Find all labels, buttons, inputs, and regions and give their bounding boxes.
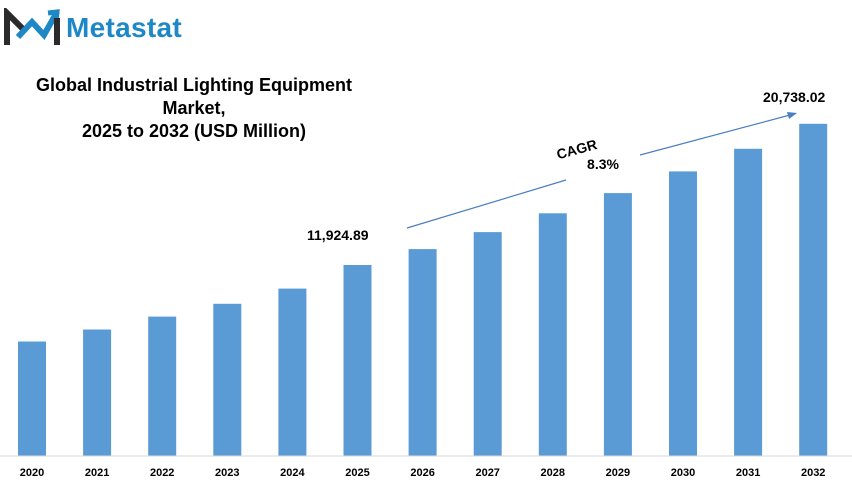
bar-2029 [603,193,632,456]
cagr-value-label: 8.3% [587,156,619,172]
bar-2023 [213,303,242,456]
bar-2031 [734,148,763,457]
x-tick-label-2025: 2025 [345,467,369,479]
bars-group [18,123,828,457]
bar-2020 [18,341,46,456]
x-tick-labels: 2020 2021 2022 2023 2024 2025 2026 2027 2028 2029… [20,467,826,479]
x-tick-label-2028: 2028 [541,467,565,479]
bar-2026 [408,249,437,456]
x-tick-label-2026: 2026 [410,467,434,479]
start-value-label: 11,924.89 [307,227,369,243]
cagr-arrow-head [787,112,797,119]
x-tick-label-2027: 2027 [475,467,499,479]
cagr-arrow-right [639,114,791,156]
x-tick-label-2020: 2020 [20,467,44,479]
cagr-arrow-left [406,179,567,229]
bar-2032 [799,123,828,457]
x-tick-label-2024: 2024 [280,467,305,479]
x-tick-label-2021: 2021 [85,467,109,479]
brand-name: Metastat [66,12,182,43]
bar-2030 [669,171,697,456]
x-tick-label-2030: 2030 [671,467,695,479]
bar-2021 [83,329,112,456]
bar-2027 [473,232,502,456]
chart-title: Global Industrial Lighting Equipment Mar… [14,74,374,143]
bar-2025 [343,265,372,456]
bar-2022 [148,316,177,456]
bar-2024 [278,288,307,456]
bar-2028 [538,213,567,456]
brand: Metastat [4,8,182,48]
metastat-m-logo-icon [4,8,60,45]
x-tick-label-2022: 2022 [150,467,174,479]
chart-title-line1: Global Industrial Lighting Equipment Mar… [36,75,352,118]
x-tick-label-2032: 2032 [801,467,825,479]
chart-title-line2: 2025 to 2032 (USD Million) [81,121,307,141]
x-tick-label-2031: 2031 [736,467,760,479]
x-tick-label-2023: 2023 [215,467,239,479]
x-tick-label-2029: 2029 [606,467,630,479]
end-value-label: 20,738.02 [763,89,825,105]
